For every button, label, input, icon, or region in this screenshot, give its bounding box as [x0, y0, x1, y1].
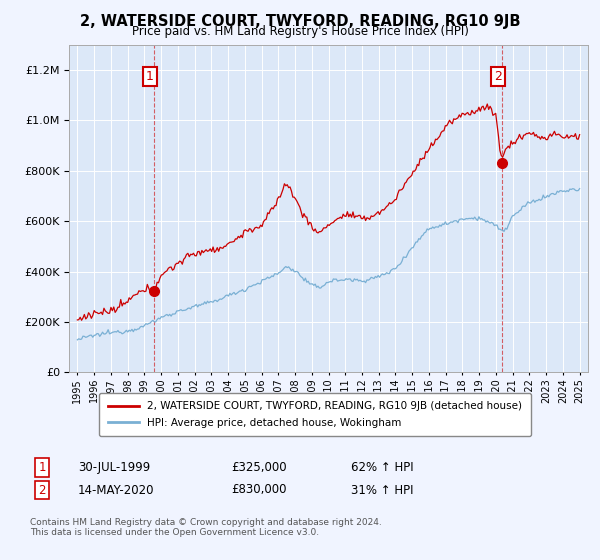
Text: £325,000: £325,000	[231, 461, 287, 474]
Text: 2, WATERSIDE COURT, TWYFORD, READING, RG10 9JB: 2, WATERSIDE COURT, TWYFORD, READING, RG…	[80, 14, 520, 29]
Text: Price paid vs. HM Land Registry's House Price Index (HPI): Price paid vs. HM Land Registry's House …	[131, 25, 469, 38]
Text: 62% ↑ HPI: 62% ↑ HPI	[351, 461, 413, 474]
Text: 2: 2	[38, 483, 46, 497]
Text: Contains HM Land Registry data © Crown copyright and database right 2024.
This d: Contains HM Land Registry data © Crown c…	[30, 518, 382, 538]
Text: 2: 2	[494, 70, 502, 83]
Text: £830,000: £830,000	[231, 483, 287, 497]
Text: 1: 1	[38, 461, 46, 474]
Text: 1: 1	[146, 70, 154, 83]
Legend: 2, WATERSIDE COURT, TWYFORD, READING, RG10 9JB (detached house), HPI: Average pr: 2, WATERSIDE COURT, TWYFORD, READING, RG…	[100, 393, 530, 436]
Text: 14-MAY-2020: 14-MAY-2020	[78, 483, 155, 497]
Text: 31% ↑ HPI: 31% ↑ HPI	[351, 483, 413, 497]
Text: 30-JUL-1999: 30-JUL-1999	[78, 461, 150, 474]
